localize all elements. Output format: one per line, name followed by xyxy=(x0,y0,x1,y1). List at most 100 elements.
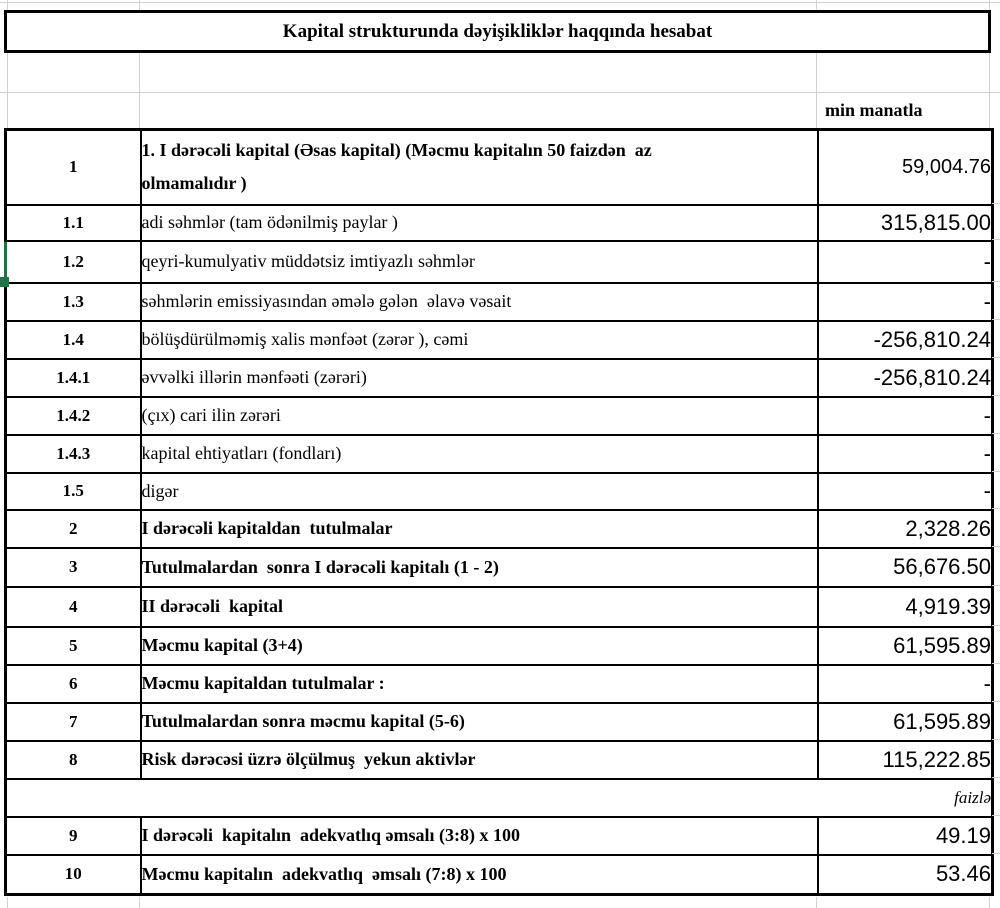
row-label-cell[interactable]: I dərəcəli kapitalın adekvatlıq əmsalı (… xyxy=(139,815,819,856)
gridline xyxy=(7,0,8,10)
table-row: 1.5 digər - xyxy=(4,471,994,511)
row-number-cell[interactable]: 5 xyxy=(4,625,142,666)
gridline xyxy=(7,897,8,908)
row-number-cell[interactable]: 4 xyxy=(4,585,142,628)
row-boundary-tick xyxy=(992,739,1000,740)
row-boundary-tick xyxy=(992,319,1000,320)
unit-note-cell[interactable]: min manatla xyxy=(817,92,987,128)
row-boundary-tick xyxy=(992,853,1000,854)
row-number-cell[interactable]: 1.1 xyxy=(4,203,142,242)
table-row: 7 Tutulmalardan sonra məcmu kapital (5-6… xyxy=(4,701,994,742)
row-value-cell[interactable]: 4,919.39 xyxy=(816,585,994,628)
row-label-cell[interactable]: Risk dərəcəsi üzrə ölçülmuş yekun aktivl… xyxy=(139,739,819,780)
gridline xyxy=(139,0,140,10)
row-boundary-tick xyxy=(992,433,1000,434)
table-row: 1.1 adi səhmlər (tam ödənilmiş paylar ) … xyxy=(4,203,994,242)
row-label-cell[interactable]: kapital ehtiyatları (fondları) xyxy=(139,433,819,474)
percent-note-row: faizlə xyxy=(4,777,994,818)
table-row: 9 I dərəcəli kapitalın adekvatlıq əmsalı… xyxy=(4,815,994,856)
row-value-cell[interactable]: - xyxy=(816,471,994,511)
row-value-cell[interactable]: - xyxy=(816,239,994,284)
row-number-cell[interactable]: 1.4.2 xyxy=(4,395,142,436)
report-table: 1 1. I dərəcəli kapital (Əsas kapital) (… xyxy=(4,128,994,896)
row-number-cell[interactable]: 2 xyxy=(4,508,142,549)
row-label-cell[interactable]: adi səhmlər (tam ödənilmiş paylar ) xyxy=(139,203,819,242)
row-number-cell[interactable]: 1.5 xyxy=(4,471,142,511)
row-value-cell[interactable]: 61,595.89 xyxy=(816,625,994,666)
row-boundary-tick xyxy=(992,281,1000,282)
row-boundary-tick xyxy=(992,701,1000,702)
row-number-cell[interactable]: 9 xyxy=(4,815,142,856)
gridline xyxy=(139,53,140,128)
row-label-cell[interactable]: I dərəcəli kapitaldan tutulmalar xyxy=(139,508,819,549)
row-label-cell[interactable]: Məcmu kapitaldan tutulmalar : xyxy=(139,663,819,704)
percent-note-cell[interactable]: faizlə xyxy=(4,777,994,818)
gridline xyxy=(816,53,817,128)
row-value-cell[interactable]: - xyxy=(816,281,994,322)
row-boundary-tick xyxy=(992,508,1000,509)
row-number-cell[interactable]: 10 xyxy=(4,853,142,896)
row-value-cell[interactable]: - xyxy=(816,433,994,474)
table-row: 6 Məcmu kapitaldan tutulmalar : - xyxy=(4,663,994,704)
gridline xyxy=(7,53,8,128)
table-row: 4 II dərəcəli kapital 4,919.39 xyxy=(4,585,994,628)
row-value-cell[interactable]: 2,328.26 xyxy=(816,508,994,549)
row-boundary-tick xyxy=(992,777,1000,778)
gridline xyxy=(139,897,140,908)
row-value-cell[interactable]: 56,676.50 xyxy=(816,546,994,588)
row-value-cell[interactable]: 59,004.76 xyxy=(816,128,994,206)
row-value-cell[interactable]: 49.19 xyxy=(816,815,994,856)
row-number-cell[interactable]: 3 xyxy=(4,546,142,588)
row-label-cell[interactable]: 1. I dərəcəli kapital (Əsas kapital) (Mə… xyxy=(139,128,819,206)
row-value-cell[interactable]: - xyxy=(816,395,994,436)
table-row: 1.4 bölüşdürülməmiş xalis mənfəət (zərər… xyxy=(4,319,994,360)
table-row: 1.3 səhmlərin emissiyasından əmələ gələn… xyxy=(4,281,994,322)
row-number-cell[interactable]: 7 xyxy=(4,701,142,742)
selection-fill-handle[interactable] xyxy=(0,277,9,287)
row-label-cell[interactable]: Məcmu kapital (3+4) xyxy=(139,625,819,666)
row-boundary-tick xyxy=(992,585,1000,586)
row-value-cell[interactable]: 61,595.89 xyxy=(816,701,994,742)
gridline xyxy=(816,897,817,908)
report-title-cell[interactable]: Kapital strukturunda dəyişikliklər haqqı… xyxy=(4,10,991,53)
row-number-cell[interactable]: 1 xyxy=(4,128,142,206)
row-number-cell[interactable]: 1.4.3 xyxy=(4,433,142,474)
gridline xyxy=(989,0,990,10)
report-title: Kapital strukturunda dəyişikliklər haqqı… xyxy=(282,20,713,42)
row-boundary-tick xyxy=(992,203,1000,204)
row-label-cell[interactable]: qeyri-kumulyativ müddətsiz imtiyazlı səh… xyxy=(139,239,819,284)
row-label-cell[interactable]: Tutulmalardan sonra məcmu kapital (5-6) xyxy=(139,701,819,742)
row-boundary-tick xyxy=(992,357,1000,358)
row-value-cell[interactable]: 115,222.85 xyxy=(816,739,994,780)
table-row: 2 I dərəcəli kapitaldan tutulmalar 2,328… xyxy=(4,508,994,549)
table-row: 10 Məcmu kapitalın adekvatlıq əmsalı (7:… xyxy=(4,853,994,896)
row-label-cell[interactable]: bölüşdürülməmiş xalis mənfəət (zərər ), … xyxy=(139,319,819,360)
row-label-cell[interactable]: səhmlərin emissiyasından əmələ gələn əla… xyxy=(139,281,819,322)
table-row: 8 Risk dərəcəsi üzrə ölçülmuş yekun akti… xyxy=(4,739,994,780)
row-value-cell[interactable]: 315,815.00 xyxy=(816,203,994,242)
row-boundary-tick xyxy=(992,395,1000,396)
row-number-cell[interactable]: 1.4 xyxy=(4,319,142,360)
row-number-cell[interactable]: 8 xyxy=(4,739,142,780)
row-label-cell[interactable]: Tutulmalardan sonra I dərəcəli kapitalı … xyxy=(139,546,819,588)
row-label-cell[interactable]: əvvəlki illərin mənfəəti (zərəri) xyxy=(139,357,819,398)
row-label-cell[interactable]: (çıx) cari ilin zərəri xyxy=(139,395,819,436)
gridline xyxy=(989,897,990,908)
row-number-cell[interactable]: 1.3 xyxy=(4,281,142,322)
table-row: 1.4.3 kapital ehtiyatları (fondları) - xyxy=(4,433,994,474)
row-number-cell[interactable]: 1.4.1 xyxy=(4,357,142,398)
row-boundary-tick xyxy=(992,546,1000,547)
gridline xyxy=(0,2,1000,3)
row-value-cell[interactable]: - xyxy=(816,663,994,704)
row-value-cell[interactable]: 53.46 xyxy=(816,853,994,896)
row-value-cell[interactable]: -256,810.24 xyxy=(816,357,994,398)
row-number-cell[interactable]: 1.2 xyxy=(4,239,142,284)
row-label-cell[interactable]: digər xyxy=(139,471,819,511)
table-row: 1.4.2 (çıx) cari ilin zərəri - xyxy=(4,395,994,436)
row-number-cell[interactable]: 6 xyxy=(4,663,142,704)
row-label-cell[interactable]: II dərəcəli kapital xyxy=(139,585,819,628)
row-label-cell[interactable]: Məcmu kapitalın adekvatlıq əmsalı (7:8) … xyxy=(139,853,819,896)
row-value-cell[interactable]: -256,810.24 xyxy=(816,319,994,360)
row-boundary-tick xyxy=(992,239,1000,240)
